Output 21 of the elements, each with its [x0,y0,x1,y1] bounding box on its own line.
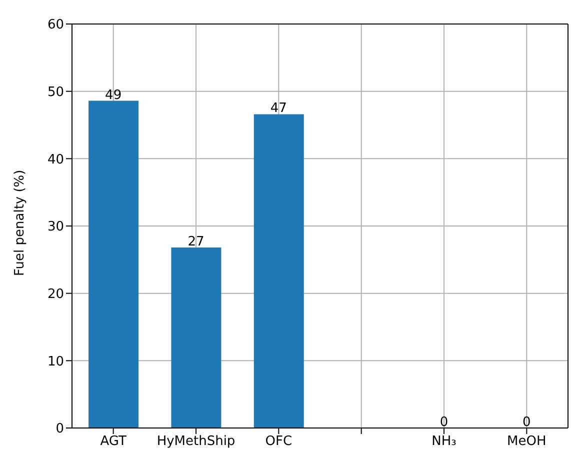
y-tick-label: 40 [47,152,64,168]
data-label: 27 [188,234,204,250]
y-tick-label: 50 [47,84,64,100]
y-tick-label: 60 [47,18,64,33]
bar [171,248,222,428]
y-tick-label: 10 [47,354,64,370]
y-tick-label: 20 [47,286,64,302]
x-tick-label: MeOH [507,434,546,450]
data-label: 47 [270,101,287,116]
y-tick-label: 0 [56,422,64,437]
y-tick-label: 30 [47,220,64,235]
bar [254,114,304,428]
y-axis-title: Fuel penalty (%) [12,170,28,276]
data-label: 0 [440,415,448,430]
x-tick-label: OFC [265,434,292,450]
bar [88,100,139,428]
x-tick-label: HyMethShip [156,434,236,450]
data-label: 0 [522,415,531,430]
data-label: 49 [105,88,122,103]
x-tick-label: NH₃ [432,434,456,450]
x-tick-label: AGT [100,434,126,450]
